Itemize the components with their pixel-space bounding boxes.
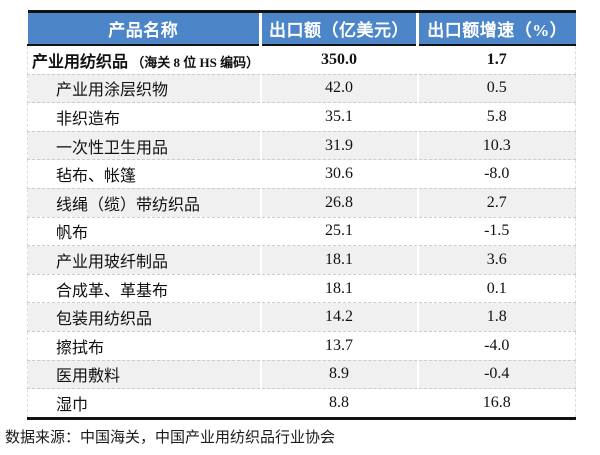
export-value-cell: 8.8 [259,388,418,420]
product-name-cell: 非织造布 [27,102,261,132]
product-name: 医用敷料 [56,368,121,386]
export-value-cell: 25.1 [259,217,418,247]
export-value-cell: 18.1 [259,245,418,275]
growth-value-cell: -0.4 [416,360,576,390]
export-value-cell: 35.1 [259,102,418,132]
export-value-cell: 42.0 [259,74,418,104]
table-row: 产业用玻纤制品 18.1 3.6 [27,245,576,275]
product-name: 非织造布 [56,110,121,128]
table-row: 帆布 25.1 -1.5 [27,217,576,247]
growth-value-cell: 0.5 [416,74,576,104]
product-name-cell: 擦拭布 [27,331,261,361]
column-header-product-name: 产品名称 [27,10,261,46]
table-row: 合成革、革基布 18.1 0.1 [27,274,576,304]
export-value-cell: 26.8 [259,188,418,218]
growth-value-cell: -1.5 [416,217,576,247]
export-value-cell: 8.9 [259,360,418,390]
export-value-cell: 31.9 [259,131,418,161]
export-value-cell: 30.6 [259,159,418,189]
product-name-cell: 帆布 [27,217,261,247]
table-row: 一次性卫生用品 31.9 10.3 [27,131,576,161]
export-table-container: 产品名称 出口额（亿美元） 出口额增速（%） 产业用纺织品 （海关 8 位 HS… [27,10,576,420]
growth-value-cell: 0.1 [416,274,576,304]
growth-value-cell: 2.7 [416,188,576,218]
table-row: 非织造布 35.1 5.8 [27,102,576,132]
product-name: 合成革、革基布 [56,282,169,300]
product-name: 产业用玻纤制品 [56,253,169,271]
header-row: 产品名称 出口额（亿美元） 出口额增速（%） [27,10,576,46]
product-name: 产业用涂层织物 [56,82,169,100]
growth-value-cell: 1.8 [416,302,576,332]
table-row: 医用敷料 8.9 -0.4 [27,360,576,390]
table-row: 湿巾 8.8 16.8 [27,388,576,420]
table-row: 擦拭布 13.7 -4.0 [27,331,576,361]
table-row: 毡布、帐篷 30.6 -8.0 [27,159,576,189]
table-row: 线绳（缆）带纺织品 26.8 2.7 [27,188,576,218]
growth-value-cell: 1.7 [416,45,576,75]
product-name: 擦拭布 [56,339,105,357]
table-body: 产业用纺织品 （海关 8 位 HS 编码） 350.0 1.7 产业用涂层织物 42.0… [27,45,576,420]
product-name-cell: 毡布、帐篷 [27,159,261,189]
product-name-cell: 湿巾 [27,388,261,420]
product-name-cell: 合成革、革基布 [27,274,261,304]
growth-value-cell: 3.6 [416,245,576,275]
product-name: 湿巾 [56,396,89,414]
export-value-cell: 14.2 [259,302,418,332]
product-name-cell: 产业用涂层织物 [27,74,261,104]
table-row-total: 产业用纺织品 （海关 8 位 HS 编码） 350.0 1.7 [27,45,576,75]
export-value-cell: 18.1 [259,274,418,304]
product-name-cell: 产业用玻纤制品 [27,245,261,275]
product-name: 毡布、帐篷 [56,168,137,186]
table-row: 包装用纺织品 14.2 1.8 [27,302,576,332]
product-name-note: （海关 8 位 HS 编码） [128,54,260,70]
product-name: 帆布 [56,225,89,243]
growth-value-cell: -8.0 [416,159,576,189]
growth-value-cell: -4.0 [416,331,576,361]
product-name-cell: 医用敷料 [27,360,261,390]
product-name: 线绳（缆）带纺织品 [56,196,201,214]
product-name: 产业用纺织品 [32,53,129,71]
table-header: 产品名称 出口额（亿美元） 出口额增速（%） [27,10,576,46]
export-value-cell: 13.7 [259,331,418,361]
growth-value-cell: 16.8 [416,388,576,420]
product-name-cell: 包装用纺织品 [27,302,261,332]
export-table: 产品名称 出口额（亿美元） 出口额增速（%） 产业用纺织品 （海关 8 位 HS… [27,10,576,420]
column-header-export-value: 出口额（亿美元） [259,10,418,46]
column-header-export-growth: 出口额增速（%） [416,10,576,46]
product-name-cell: 线绳（缆）带纺织品 [27,188,261,218]
export-value-cell: 350.0 [259,45,418,75]
product-name: 一次性卫生用品 [56,139,169,157]
growth-value-cell: 5.8 [416,102,576,132]
growth-value-cell: 10.3 [416,131,576,161]
table-row: 产业用涂层织物 42.0 0.5 [27,74,576,104]
product-name-cell: 产业用纺织品 （海关 8 位 HS 编码） [27,45,261,75]
data-source-note: 数据来源：中国海关，中国产业用纺织品行业协会 [5,430,336,446]
product-name-cell: 一次性卫生用品 [27,131,261,161]
product-name: 包装用纺织品 [56,311,153,329]
